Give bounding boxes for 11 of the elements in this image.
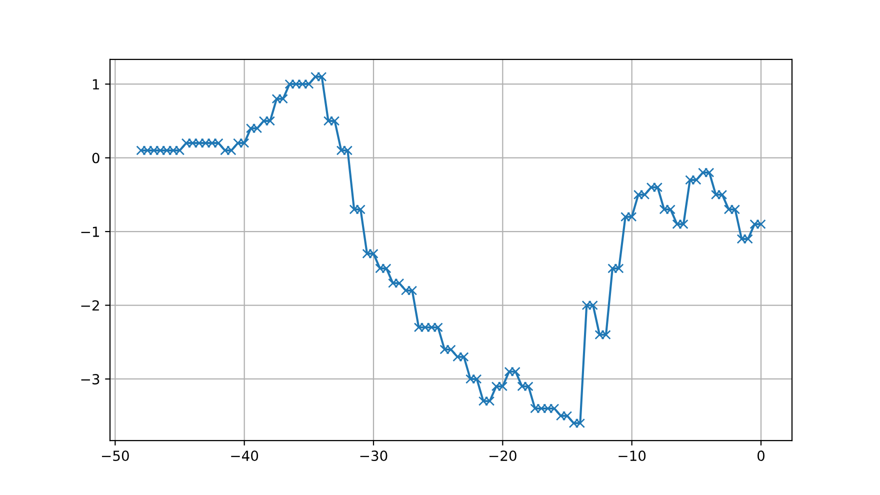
x-tick-label: −10	[618, 450, 646, 462]
x-tick-label: −30	[360, 450, 388, 462]
y-tick-label: −3	[81, 374, 100, 384]
x-tick-label: 0	[757, 450, 764, 462]
x-tick-label: −40	[231, 450, 258, 462]
y-tick-label: 1	[92, 79, 99, 90]
x-tick-label: −20	[489, 450, 516, 462]
x-tick-label: −50	[102, 450, 129, 462]
y-tick-label: −2	[81, 300, 99, 311]
y-tick-label: −1	[81, 226, 99, 237]
y-tick-label: 0	[92, 152, 100, 164]
